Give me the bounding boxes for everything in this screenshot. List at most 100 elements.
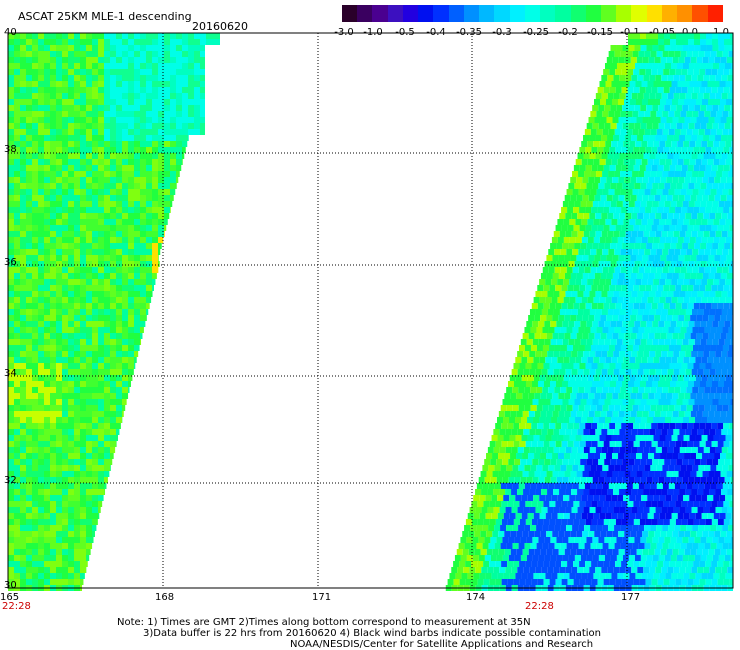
swath-cell	[676, 261, 683, 267]
swath-cell	[158, 189, 164, 195]
swath-cell	[50, 147, 56, 153]
swath-cell	[80, 537, 86, 543]
swath-cell	[467, 513, 474, 519]
swath-cell	[74, 357, 80, 363]
swath-cell	[584, 249, 591, 255]
swath-cell	[576, 195, 583, 201]
swath-cell	[643, 507, 650, 513]
swath-cell	[685, 369, 692, 375]
swath-cell	[146, 237, 152, 243]
swath-cell	[590, 465, 597, 471]
swath-cell	[685, 135, 692, 141]
swath-cell	[642, 315, 649, 321]
swath-cell	[659, 495, 666, 501]
swath-cell	[50, 399, 56, 405]
swath-cell	[688, 183, 695, 189]
swath-cell	[608, 345, 615, 351]
swath-cell	[725, 279, 732, 285]
swath-cell	[656, 327, 663, 333]
swath-cell	[512, 465, 519, 471]
swath-cell	[577, 309, 584, 315]
swath-cell	[56, 111, 62, 117]
swath-cell	[591, 423, 598, 429]
swath-cell	[44, 453, 50, 459]
swath-cell	[152, 147, 158, 153]
swath-cell	[591, 207, 598, 213]
swath-cell	[8, 339, 14, 345]
swath-cell	[664, 39, 670, 45]
swath-cell	[122, 405, 126, 411]
swath-cell	[134, 99, 140, 105]
swath-cell	[585, 165, 592, 171]
swath-cell	[705, 225, 712, 231]
swath-cell	[599, 141, 606, 147]
swath-cell	[678, 57, 685, 63]
swath-cell	[693, 69, 700, 75]
swath-cell	[176, 63, 182, 69]
swath-cell	[122, 39, 128, 45]
swath-cell	[56, 129, 62, 135]
swath-cell	[218, 39, 220, 45]
swath-cell	[8, 387, 14, 393]
swath-cell	[600, 393, 607, 399]
swath-cell	[564, 273, 571, 279]
swath-cell	[543, 381, 550, 387]
swath-cell	[729, 303, 733, 309]
swath-cell	[708, 255, 715, 261]
swath-cell	[612, 57, 619, 63]
swath-cell	[499, 429, 506, 435]
swath-cell	[14, 477, 20, 483]
swath-cell	[667, 291, 674, 297]
swath-cell	[490, 459, 497, 465]
swath-cell	[50, 105, 56, 111]
swath-cell	[669, 147, 676, 153]
swath-cell	[116, 273, 122, 279]
swath-cell	[8, 51, 14, 57]
swath-cell	[599, 495, 606, 501]
swath-cell	[44, 81, 50, 87]
swath-cell	[695, 141, 702, 147]
swath-cell	[632, 171, 639, 177]
swath-cell	[697, 351, 704, 357]
swath-cell	[724, 537, 731, 543]
swath-cell	[122, 111, 128, 117]
swath-cell	[670, 123, 677, 129]
swath-cell	[662, 483, 669, 489]
swath-cell	[693, 441, 700, 447]
swath-cell	[32, 231, 38, 237]
swath-cell	[122, 75, 128, 81]
swath-cell	[86, 387, 92, 393]
swath-cell	[583, 429, 590, 435]
swath-cell	[702, 117, 709, 123]
swath-cell	[656, 525, 663, 531]
swath-cell	[643, 489, 650, 495]
swath-cell	[551, 513, 558, 519]
swath-cell	[707, 495, 714, 501]
swath-cell	[694, 63, 701, 69]
swath-cell	[582, 177, 589, 183]
swath-cell	[634, 63, 641, 69]
swath-cell	[104, 225, 110, 231]
swath-cell	[146, 129, 152, 135]
swath-cell	[520, 339, 527, 345]
swath-cell	[613, 213, 620, 219]
swath-cell	[104, 57, 110, 63]
swath-cell	[652, 477, 659, 483]
swath-cell	[601, 93, 608, 99]
swath-cell	[589, 231, 596, 237]
swath-cell	[74, 537, 80, 543]
swath-cell	[80, 165, 86, 171]
swath-cell	[86, 429, 92, 435]
swath-cell	[98, 51, 104, 57]
swath-cell	[717, 87, 724, 93]
swath-cell	[14, 279, 20, 285]
swath-cell	[14, 249, 20, 255]
swath-cell	[92, 435, 98, 441]
swath-cell	[20, 411, 26, 417]
colorbar-swatch	[342, 5, 358, 22]
swath-cell	[80, 33, 86, 39]
swath-cell	[607, 447, 614, 453]
swath-cell	[529, 309, 536, 315]
swath-cell	[26, 531, 32, 537]
swath-cell	[690, 471, 697, 477]
